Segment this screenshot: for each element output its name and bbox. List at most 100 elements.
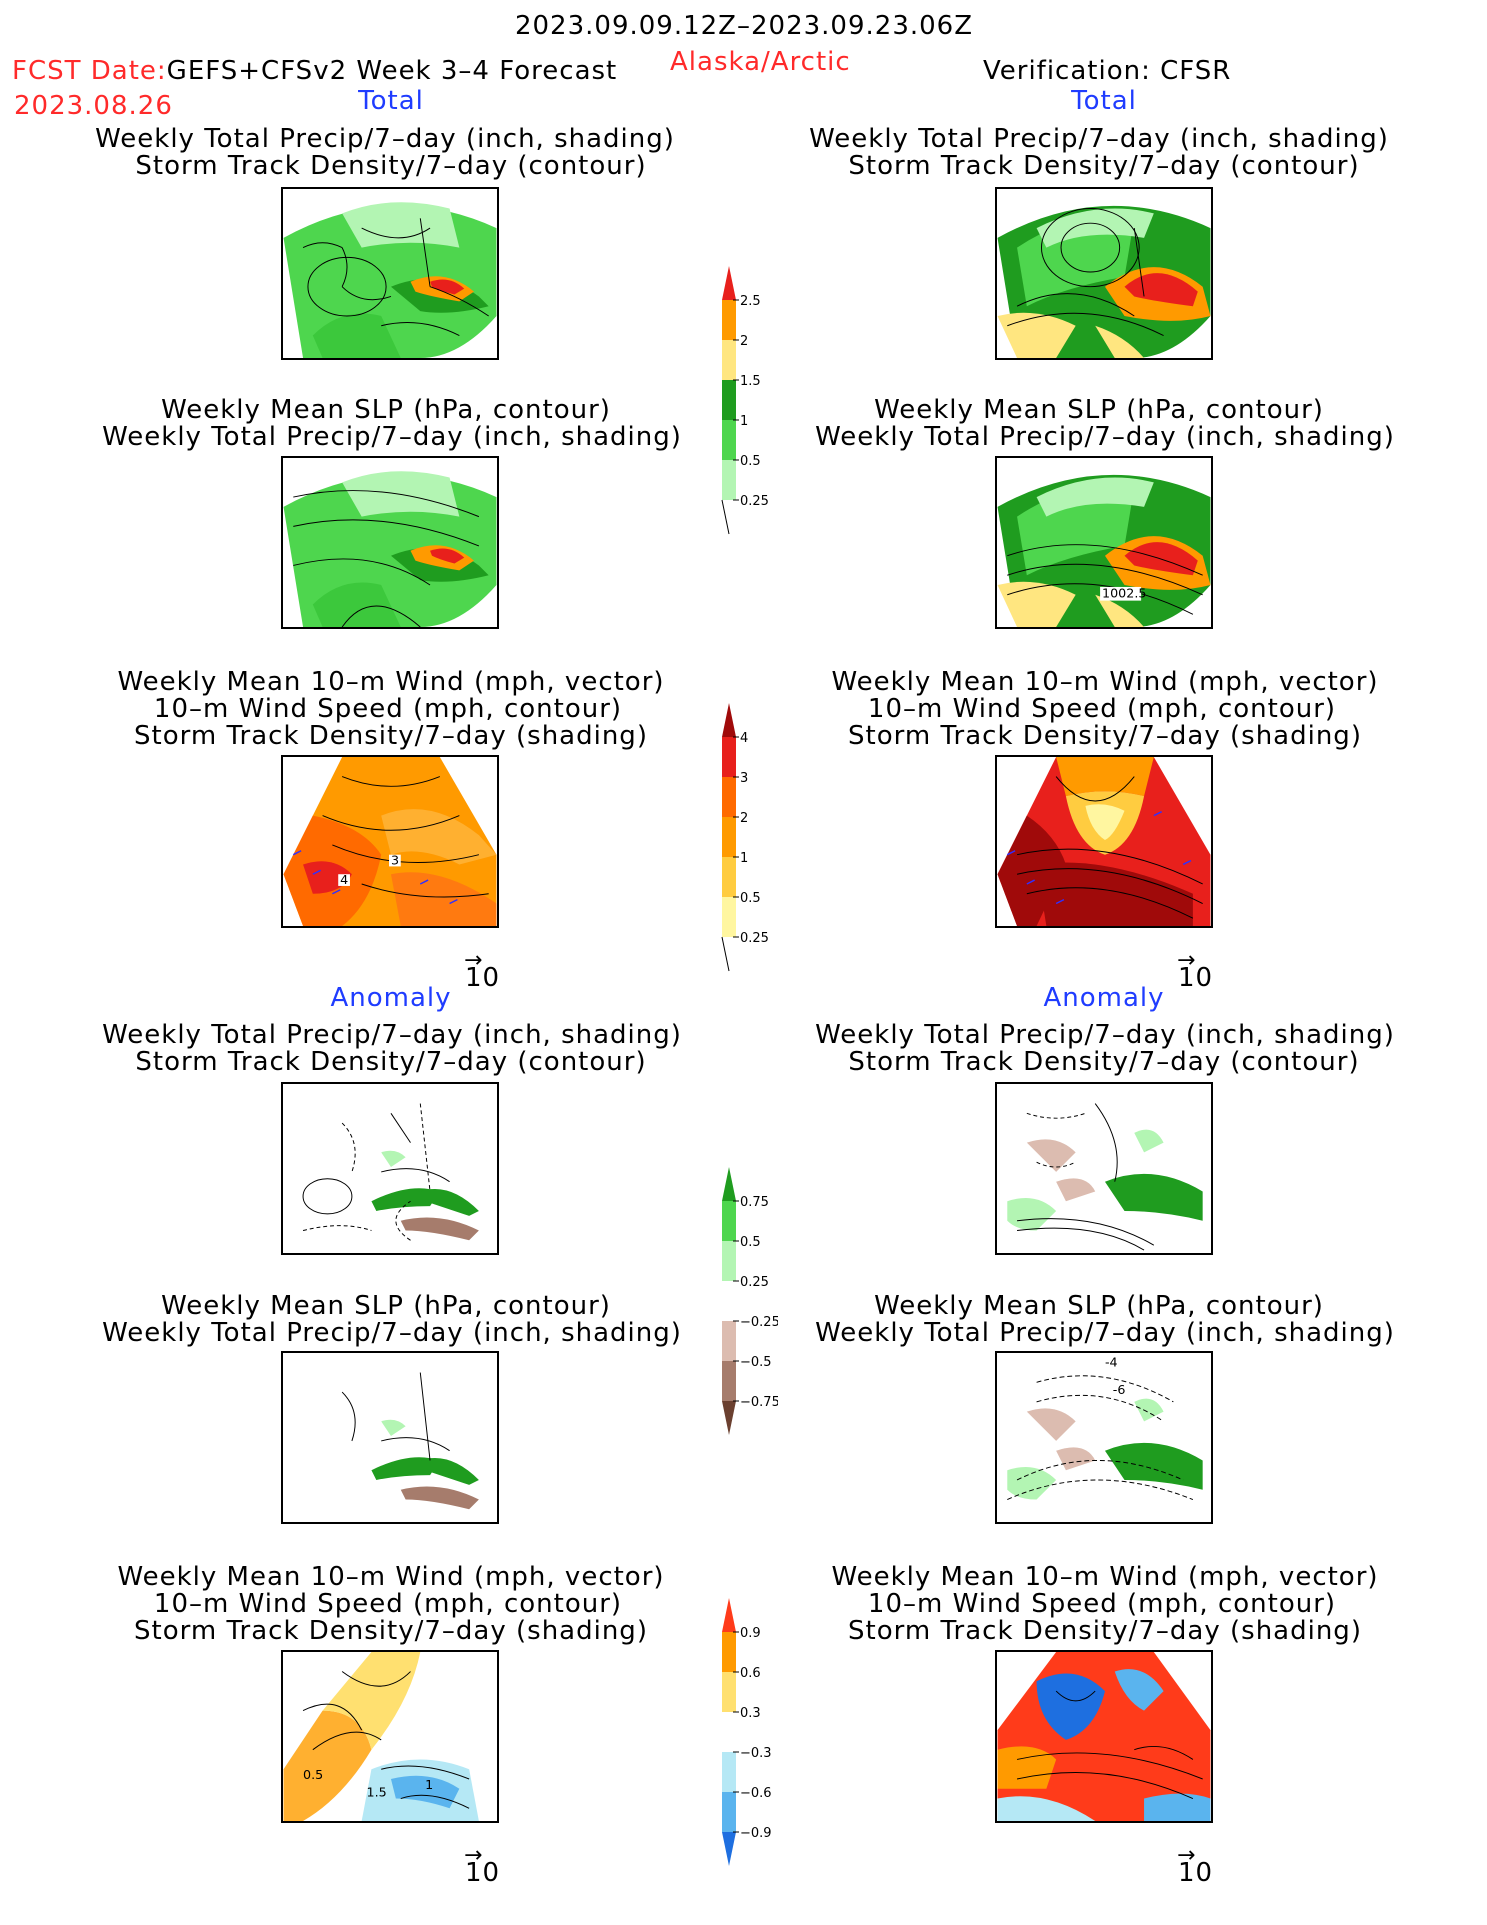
colorbar-segment [722,1792,736,1832]
title-r5-l-1: Weekly Mean SLP (hPa, contour) [161,1291,611,1321]
title-r6-r-2: 10–m Wind Speed (mph, contour) [867,1589,1337,1619]
colorbar-label: 0.25 [740,1275,769,1290]
map-contour-label: -6 [1113,1382,1126,1397]
colorbar-label: 0.5 [740,1235,761,1250]
title-r3-l-1: Weekly Mean 10–m Wind (mph, vector) [117,667,665,697]
colorbar-label: 0.5 [740,454,761,469]
title-r2-r-1: Weekly Mean SLP (hPa, contour) [874,395,1324,425]
colorbar-precip-anom: 0.75 0.5 0.25 −0.25 −0.5 −0.75 [708,1167,778,1447]
colorbar-label: −0.9 [740,1826,772,1841]
colorbar-label: 3 [740,771,748,786]
title-r6-l-2: 10–m Wind Speed (mph, contour) [153,1589,623,1619]
title-r3-l-3: Storm Track Density/7–day (shading) [134,721,648,751]
map-contour-label: 4 [340,872,348,887]
map-slp-anom-verification: -4 -6 [995,1351,1213,1524]
colorbar-label: 0.9 [740,1626,761,1641]
colorbar-label: 0.25 [740,931,768,946]
map-wind-anom-verification [995,1650,1213,1823]
colorbar-segment [722,1241,736,1281]
vector-ref-arrow: → [1177,948,1196,973]
map-wind-anom-forecast: 0.5 1.5 1 [281,1650,499,1823]
colorbar-label: 0.25 [740,494,768,509]
colorbar-segment [722,777,736,817]
fcst-date: 2023.08.26 [14,91,173,121]
colorbar-label: 0.5 [740,891,761,906]
colorbar-segment [722,1632,736,1672]
vector-ref-arrow: → [464,948,483,973]
colorbar-label: 0.3 [740,1706,761,1721]
title-r3-l-2: 10–m Wind Speed (mph, contour) [153,694,623,724]
title-r4-r-2: Storm Track Density/7–day (contour) [848,1047,1360,1077]
colorbar-segment [722,1281,736,1321]
title-r5-r-2: Weekly Total Precip/7–day (inch, shading… [815,1318,1395,1348]
colorbar-segment [722,817,736,857]
map-precip-anom-forecast [281,1082,499,1255]
colorbar-segment [722,460,736,500]
colorbar-cap-top [722,1167,736,1201]
verification-label: Verification: CFSR [983,56,1232,86]
forecast-header: FCST Date:GEFS+CFSv2 Week 3–4 Forecast [12,57,617,85]
colorbar-label: −0.3 [740,1746,772,1761]
colorbar-label: −0.5 [740,1355,772,1370]
vector-ref-arrow: → [1177,1843,1196,1868]
section-anomaly-right: Anomaly [1043,983,1165,1013]
colorbar-label: 4 [740,731,748,746]
colorbar-label: 1.5 [740,374,761,389]
map-contour-label: 1002.5 [1102,586,1146,601]
title-r2-l-2: Weekly Total Precip/7–day (inch, shading… [102,422,682,452]
period-title: 2023.09.09.12Z–2023.09.23.06Z [514,11,974,41]
map-precip-total-forecast [281,187,499,360]
colorbar-storm-anom: 0.9 0.6 0.3 −0.3 −0.6 −0.9 [708,1598,778,1878]
colorbar-cap-bottom [722,1401,736,1435]
colorbar-label: −0.6 [740,1786,772,1801]
vector-ref-label: 10 [465,963,501,993]
vector-ref-label: 10 [1178,1858,1214,1888]
map-contour-label: 1 [425,1777,433,1792]
colorbar-cap-bottom [721,936,730,972]
section-total-left: Total [358,86,424,116]
title-r4-r-1: Weekly Total Precip/7–day (inch, shading… [815,1020,1395,1050]
colorbar-label: 1 [740,851,748,866]
title-r1-r-2: Storm Track Density/7–day (contour) [848,151,1360,181]
map-contour-label: 3 [391,852,399,867]
section-total-right: Total [1071,86,1137,116]
colorbar-segment [722,1752,736,1792]
colorbar-label: 0.75 [740,1195,769,1210]
title-r5-l-2: Weekly Total Precip/7–day (inch, shading… [102,1318,682,1348]
title-r6-r-1: Weekly Mean 10–m Wind (mph, vector) [831,1562,1379,1592]
colorbar-label: 2 [740,334,748,349]
colorbar-label: 0.6 [740,1666,761,1681]
vector-ref-arrow: → [464,1843,483,1868]
title-r2-r-2: Weekly Total Precip/7–day (inch, shading… [815,422,1395,452]
colorbar-segment [722,737,736,777]
title-r1-r-1: Weekly Total Precip/7–day (inch, shading… [809,124,1389,154]
map-precip-anom-verification [995,1082,1213,1255]
colorbar-label: 2.5 [740,294,761,309]
title-r6-r-3: Storm Track Density/7–day (shading) [848,1616,1362,1646]
model-name: GEFS+CFSv2 Week 3–4 Forecast [166,56,618,86]
title-r4-l-1: Weekly Total Precip/7–day (inch, shading… [102,1020,682,1050]
colorbar-segment [722,1712,736,1752]
map-slp-anom-forecast [281,1351,499,1524]
title-r5-r-1: Weekly Mean SLP (hPa, contour) [874,1291,1324,1321]
colorbar-storm-total: 4 3 2 1 0.5 0.25 [708,703,768,983]
colorbar-cap-bottom [721,499,730,535]
colorbar-cap-top [722,1598,736,1632]
colorbar-segment [722,300,736,340]
colorbar-label: −0.75 [740,1395,778,1410]
colorbar-segment [722,897,736,937]
colorbar-cap-bottom [722,1832,736,1866]
title-r2-l-1: Weekly Mean SLP (hPa, contour) [161,395,611,425]
colorbar-segment [722,380,736,420]
colorbar-segment [722,420,736,460]
colorbar-segment [722,1201,736,1241]
map-contour-label: 1.5 [367,1785,387,1800]
colorbar-precip-total: 2.5 2 1.5 1 0.5 0.25 [708,266,768,546]
colorbar-segment [722,857,736,897]
map-slp-total-forecast [281,456,499,629]
map-wind-total-forecast: 4 3 [281,755,499,928]
map-contour-label: -4 [1105,1355,1118,1370]
title-r1-l-1: Weekly Total Precip/7–day (inch, shading… [95,124,675,154]
map-slp-total-verification: 1002.5 [995,456,1213,629]
